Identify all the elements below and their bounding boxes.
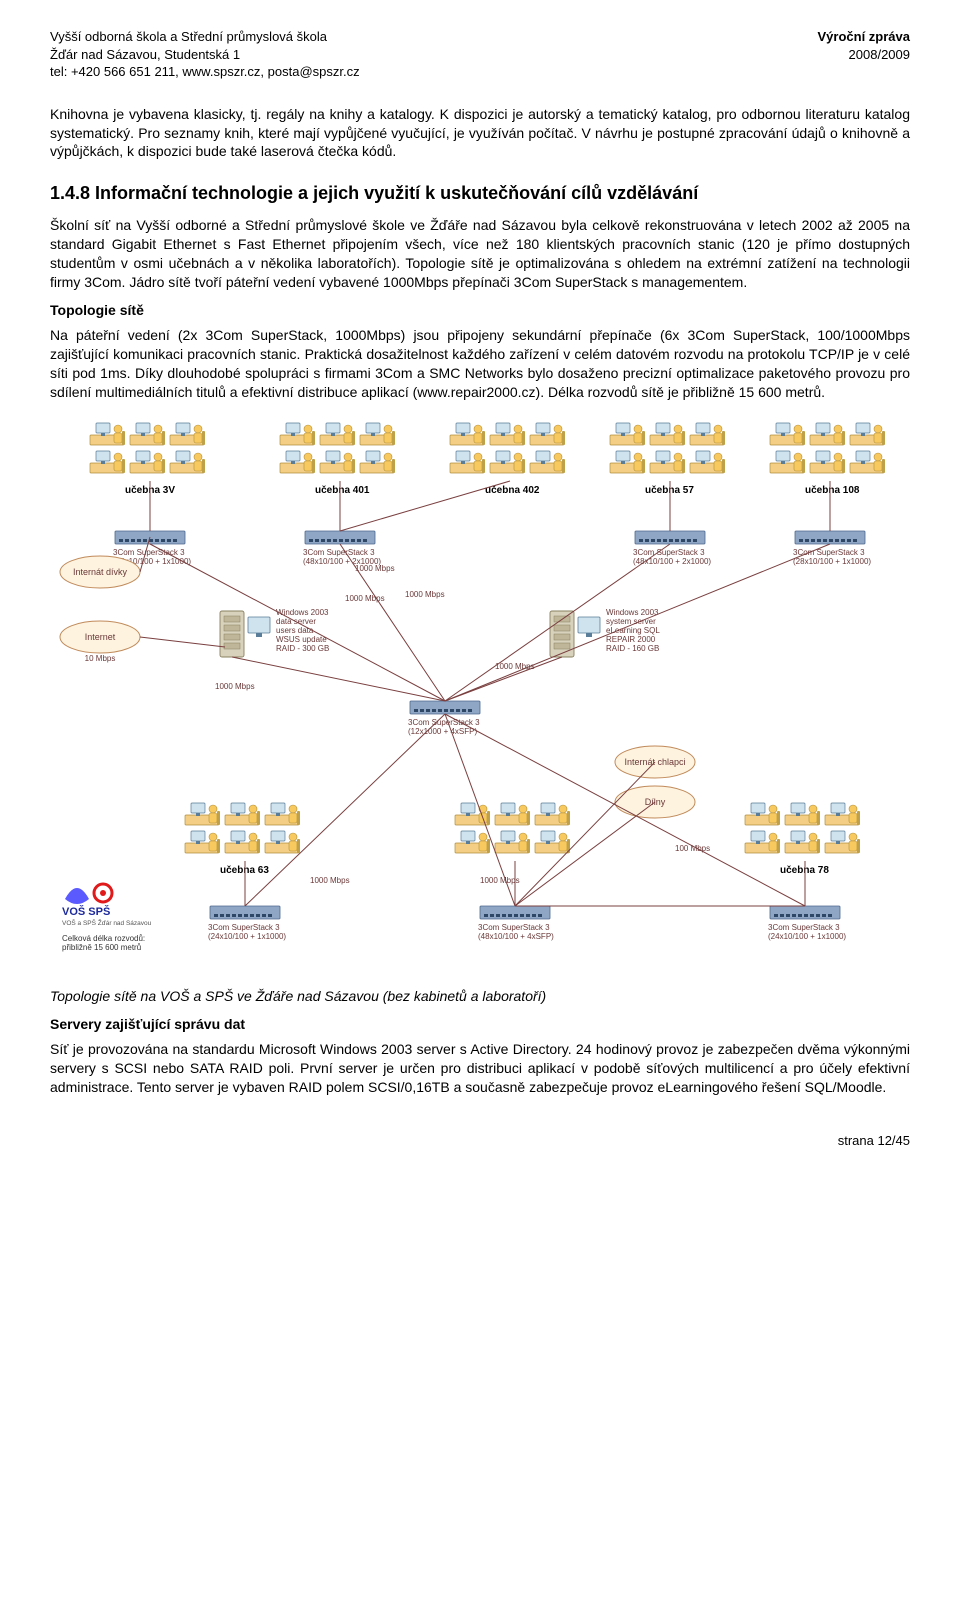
- svg-text:1000 Mbps: 1000 Mbps: [215, 682, 255, 691]
- svg-text:REPAIR 2000: REPAIR 2000: [606, 635, 656, 644]
- svg-text:3Com SuperStack 3: 3Com SuperStack 3: [208, 923, 280, 932]
- svg-text:učebna 402: učebna 402: [485, 485, 540, 496]
- svg-text:1000 Mbps: 1000 Mbps: [405, 590, 445, 599]
- svg-text:3Com SuperStack 3: 3Com SuperStack 3: [408, 718, 480, 727]
- svg-text:3Com SuperStack 3: 3Com SuperStack 3: [633, 548, 705, 557]
- svg-text:(48x10/100 + 4xSFP): (48x10/100 + 4xSFP): [478, 932, 554, 941]
- page-footer: strana 12/45: [50, 1133, 910, 1148]
- svg-text:3Com SuperStack 3: 3Com SuperStack 3: [113, 548, 185, 557]
- paragraph-servers: Síť je provozována na standardu Microsof…: [50, 1040, 910, 1097]
- svg-text:(28x10/100 + 1x1000): (28x10/100 + 1x1000): [793, 557, 871, 566]
- svg-text:3Com SuperStack 3: 3Com SuperStack 3: [478, 923, 550, 932]
- school-address: Žďár nad Sázavou, Studentská 1: [50, 46, 360, 64]
- network-diagram: učebna 3V3Com SuperStack 3(24x10/100 + 1…: [50, 411, 910, 971]
- svg-text:Internet: Internet: [85, 632, 116, 642]
- paragraph-network-intro: Školní síť na Vyšší odborné a Střední pr…: [50, 216, 910, 292]
- svg-text:3Com SuperStack 3: 3Com SuperStack 3: [303, 548, 375, 557]
- svg-text:učebna 401: učebna 401: [315, 485, 370, 496]
- svg-text:Internát dívky: Internát dívky: [73, 567, 128, 577]
- svg-text:1000 Mbps: 1000 Mbps: [310, 876, 350, 885]
- svg-text:1000 Mbps: 1000 Mbps: [480, 876, 520, 885]
- svg-text:100 Mbps: 100 Mbps: [675, 844, 710, 853]
- report-title: Výroční zpráva: [818, 28, 911, 46]
- svg-text:(24x10/100 + 1x1000): (24x10/100 + 1x1000): [768, 932, 846, 941]
- subheading-topology: Topologie sítě: [50, 302, 910, 318]
- header-right: Výroční zpráva 2008/2009: [818, 28, 911, 81]
- svg-text:WSUS update: WSUS update: [276, 635, 327, 644]
- svg-text:Windows 2003: Windows 2003: [606, 608, 659, 617]
- svg-text:1000 Mbps: 1000 Mbps: [495, 662, 535, 671]
- svg-text:3Com SuperStack 3: 3Com SuperStack 3: [793, 548, 865, 557]
- page-header: Vyšší odborná škola a Střední průmyslová…: [50, 28, 910, 81]
- svg-text:1000 Mbps: 1000 Mbps: [345, 594, 385, 603]
- svg-text:přibližně 15 600 metrů: přibližně 15 600 metrů: [62, 943, 141, 952]
- header-left: Vyšší odborná škola a Střední průmyslová…: [50, 28, 360, 81]
- svg-text:RAID - 300 GB: RAID - 300 GB: [276, 644, 329, 653]
- paragraph-library: Knihovna je vybavena klasicky, tj. regál…: [50, 105, 910, 162]
- school-contact: tel: +420 566 651 211, www.spszr.cz, pos…: [50, 63, 360, 81]
- diagram-caption: Topologie sítě na VOŠ a SPŠ ve Žďáře nad…: [50, 987, 910, 1006]
- report-year: 2008/2009: [818, 46, 911, 64]
- paragraph-topology: Na páteřní vedení (2x 3Com SuperStack, 1…: [50, 326, 910, 402]
- svg-text:Celková délka rozvodů:: Celková délka rozvodů:: [62, 934, 145, 943]
- svg-text:users data: users data: [276, 626, 314, 635]
- school-name: Vyšší odborná škola a Střední průmyslová…: [50, 28, 360, 46]
- svg-text:3Com SuperStack 3: 3Com SuperStack 3: [768, 923, 840, 932]
- svg-text:Dílny: Dílny: [645, 797, 666, 807]
- svg-text:učebna 108: učebna 108: [805, 485, 860, 496]
- subheading-servers: Servery zajišťující správu dat: [50, 1016, 910, 1032]
- svg-text:(12x1000 + 4xSFP): (12x1000 + 4xSFP): [408, 727, 477, 736]
- svg-text:RAID - 160 GB: RAID - 160 GB: [606, 644, 659, 653]
- svg-text:VOŠ SPŠ: VOŠ SPŠ: [62, 905, 110, 918]
- svg-text:eLearning SQL: eLearning SQL: [606, 626, 660, 635]
- svg-text:VOŠ a SPŠ Žďár nad Sázavou: VOŠ a SPŠ Žďár nad Sázavou: [62, 918, 152, 927]
- svg-text:10 Mbps: 10 Mbps: [85, 654, 116, 663]
- svg-text:1000 Mbps: 1000 Mbps: [355, 564, 395, 573]
- svg-text:(24x10/100 + 1x1000): (24x10/100 + 1x1000): [208, 932, 286, 941]
- section-heading: 1.4.8 Informační technologie a jejich vy…: [50, 183, 910, 204]
- network-topology-svg: učebna 3V3Com SuperStack 3(24x10/100 + 1…: [50, 411, 910, 971]
